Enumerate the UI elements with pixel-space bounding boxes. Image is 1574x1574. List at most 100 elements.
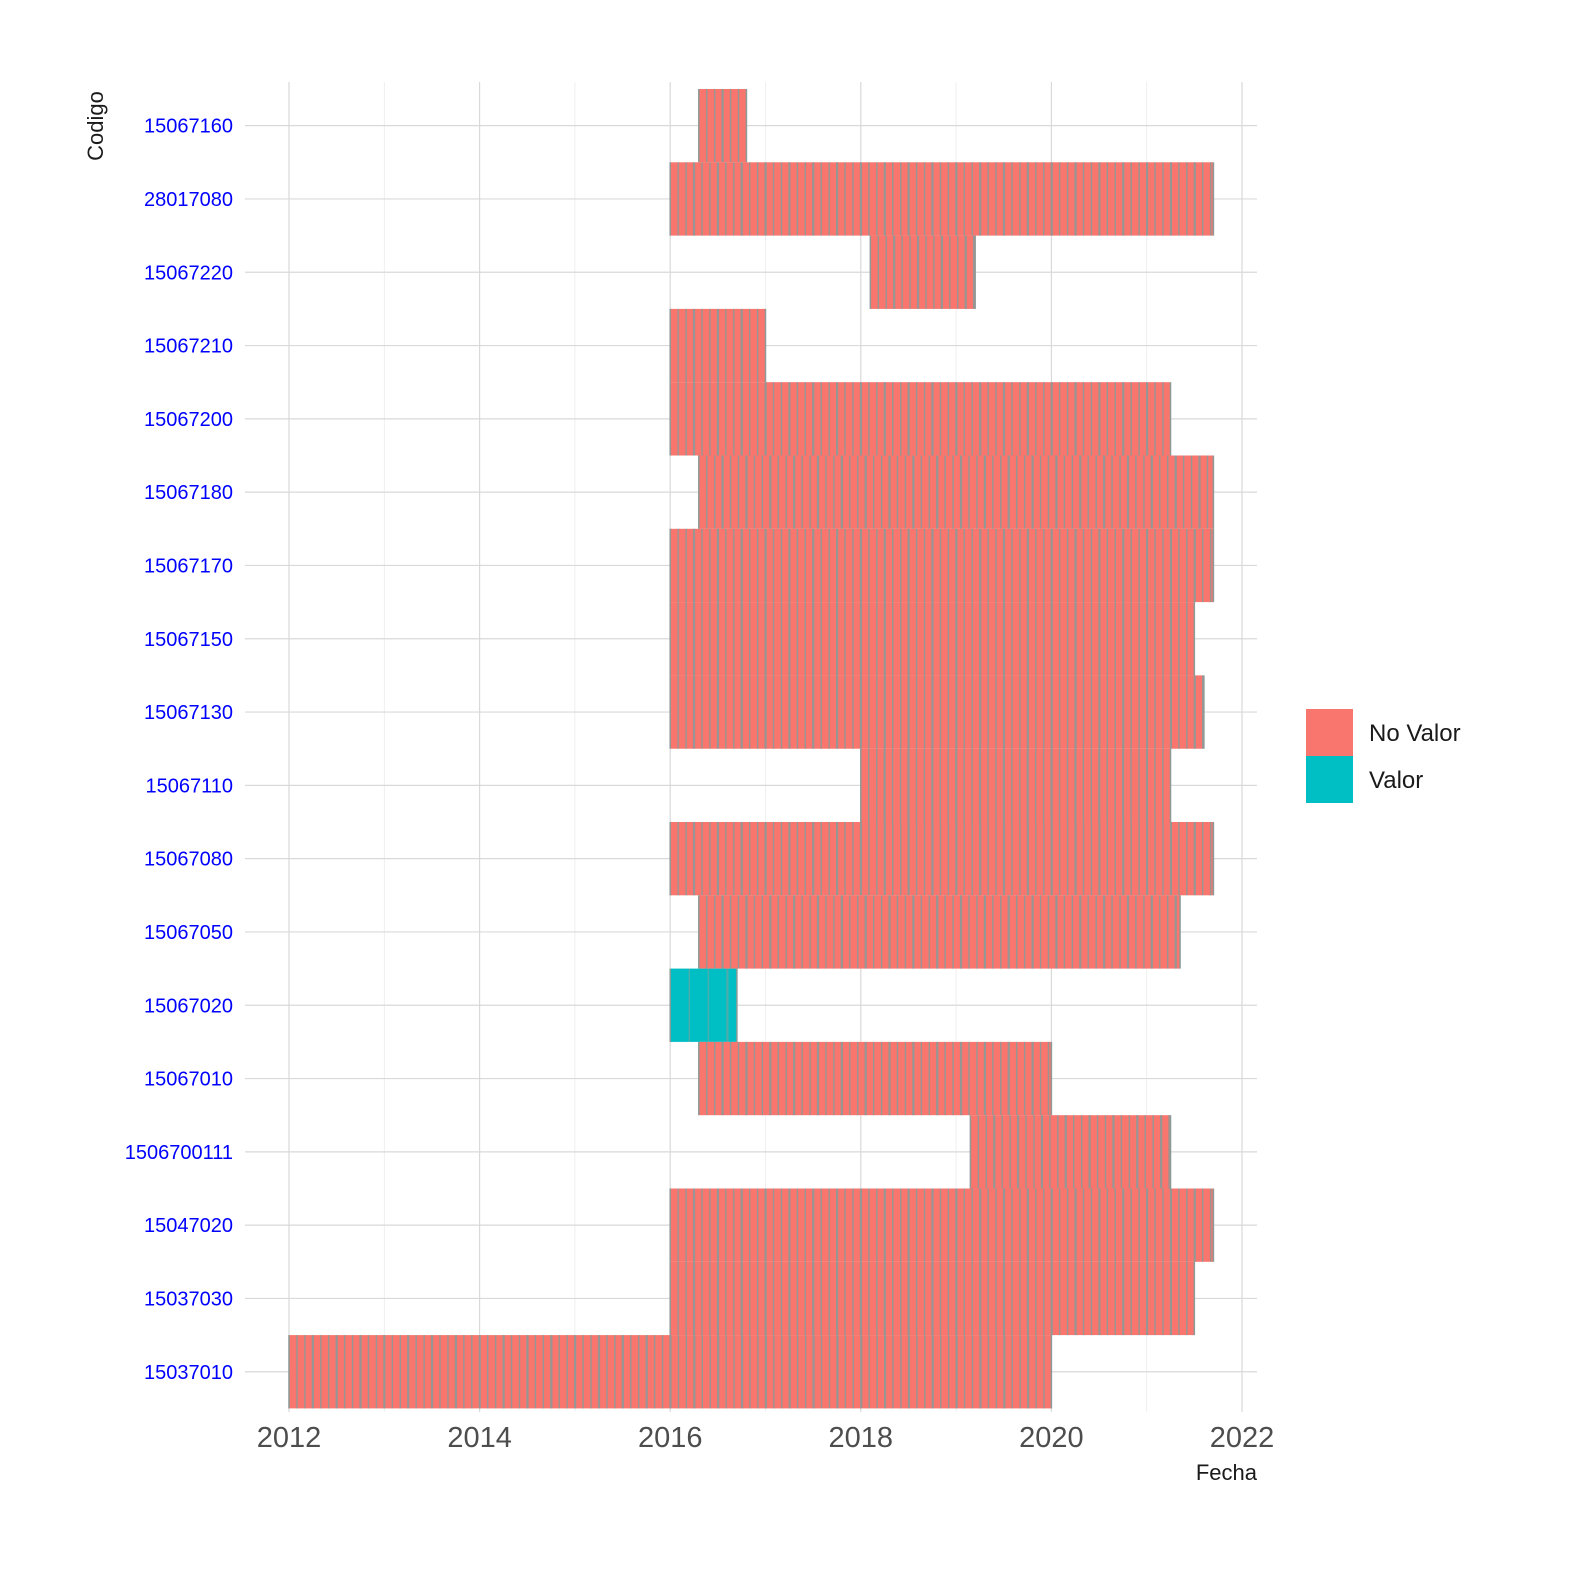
tile-separator bbox=[876, 162, 878, 236]
tile-separator bbox=[777, 1041, 779, 1116]
tile-separator bbox=[907, 1188, 910, 1262]
tile-separator bbox=[1087, 455, 1089, 529]
tile-separator bbox=[995, 602, 997, 676]
tile-separator bbox=[804, 1261, 807, 1336]
tile-edge bbox=[1203, 675, 1205, 749]
tile-separator bbox=[1209, 528, 1212, 603]
tile-separator bbox=[1122, 602, 1125, 676]
y-tick-label: 15067020 bbox=[144, 995, 233, 1017]
tile-separator bbox=[706, 1041, 708, 1116]
tile-separator bbox=[777, 455, 779, 529]
y-tick-label: 15037010 bbox=[144, 1362, 233, 1384]
tile-separator bbox=[740, 382, 743, 456]
tile-separator bbox=[788, 382, 791, 456]
tile-edge bbox=[288, 1335, 290, 1409]
tile-separator bbox=[709, 675, 711, 749]
tile-separator bbox=[713, 89, 716, 163]
tile-separator bbox=[849, 1041, 851, 1116]
legend-label: No Valor bbox=[1369, 720, 1461, 747]
tile-separator bbox=[939, 1261, 942, 1336]
tile-separator bbox=[1159, 455, 1161, 529]
tile-separator bbox=[1064, 1115, 1067, 1189]
tile-separator bbox=[971, 1261, 973, 1336]
tile-separator bbox=[1035, 162, 1037, 236]
tile-separator bbox=[880, 455, 883, 529]
tile-separator bbox=[391, 1335, 394, 1409]
tile-separator bbox=[971, 675, 973, 749]
tile-separator bbox=[947, 382, 950, 456]
tile-separator bbox=[1039, 455, 1042, 529]
tile-separator bbox=[1186, 822, 1188, 896]
tile-separator bbox=[896, 1041, 899, 1116]
tile-separator bbox=[1178, 675, 1180, 749]
tile-separator bbox=[1144, 1115, 1146, 1189]
tile-separator bbox=[992, 1041, 994, 1116]
tile-28017080-no-valor bbox=[670, 162, 1214, 236]
tile-separator bbox=[1090, 822, 1093, 896]
tile-separator bbox=[1002, 675, 1006, 749]
tile-separator bbox=[1026, 822, 1029, 896]
tile-separator bbox=[844, 1188, 846, 1262]
tile-separator bbox=[1106, 822, 1109, 896]
tile-separator bbox=[1114, 1188, 1116, 1262]
tile-separator bbox=[923, 382, 926, 456]
tile-separator bbox=[923, 602, 926, 676]
tile-separator bbox=[430, 1335, 434, 1409]
tile-separator bbox=[1066, 822, 1069, 896]
tile-separator bbox=[979, 602, 982, 676]
tile-separator bbox=[1035, 528, 1037, 603]
tile-separator bbox=[788, 602, 791, 676]
tile-separator bbox=[793, 455, 796, 529]
tile-separator bbox=[725, 1335, 727, 1409]
tile-separator bbox=[756, 528, 759, 603]
tile-separator bbox=[713, 455, 716, 529]
tile-separator bbox=[780, 822, 783, 896]
tile-separator bbox=[909, 235, 911, 309]
tile-separator bbox=[1104, 1115, 1107, 1189]
tile-separator bbox=[706, 895, 708, 969]
tile-separator bbox=[899, 602, 902, 676]
tile-separator bbox=[844, 602, 846, 676]
tile-separator bbox=[1058, 528, 1061, 603]
tile-separator bbox=[924, 1335, 926, 1409]
tile-separator bbox=[995, 1188, 997, 1262]
tile-separator bbox=[716, 1188, 719, 1262]
tile-separator bbox=[1039, 895, 1042, 969]
tile-separator bbox=[1106, 602, 1109, 676]
tile-separator bbox=[1202, 1188, 1204, 1262]
tile-separator bbox=[359, 1335, 362, 1409]
tile-separator bbox=[1106, 162, 1109, 236]
tile-separator bbox=[1145, 822, 1149, 896]
tile-separator bbox=[796, 675, 799, 749]
tile-separator bbox=[844, 382, 846, 456]
tile-separator bbox=[939, 528, 942, 603]
tile-separator bbox=[1027, 1335, 1030, 1409]
tile-separator bbox=[1098, 528, 1101, 603]
tile-separator bbox=[987, 748, 989, 822]
tile-separator bbox=[709, 162, 711, 236]
tile-separator bbox=[1058, 382, 1061, 456]
tile-separator bbox=[725, 675, 727, 749]
tile-separator bbox=[976, 455, 978, 529]
tile-separator bbox=[852, 528, 854, 603]
tile-separator bbox=[923, 1188, 926, 1262]
tile-separator bbox=[859, 162, 863, 236]
tile-separator bbox=[872, 455, 875, 529]
tile-separator bbox=[868, 748, 870, 822]
tile-separator bbox=[916, 1335, 918, 1409]
tile-separator bbox=[1154, 602, 1156, 676]
tile-separator bbox=[740, 1335, 744, 1409]
tile-separator bbox=[955, 1188, 958, 1262]
tile-separator bbox=[971, 528, 973, 603]
tile-separator bbox=[1074, 382, 1077, 456]
tile-separator bbox=[677, 602, 679, 676]
tile-separator bbox=[725, 308, 727, 383]
tile-separator bbox=[1043, 382, 1045, 456]
tile-separator bbox=[955, 1261, 958, 1336]
tile-separator bbox=[1035, 1188, 1037, 1262]
tile-separator bbox=[880, 1041, 883, 1116]
tile-separator bbox=[1011, 528, 1013, 603]
tile-separator bbox=[638, 1335, 640, 1409]
tile-separator bbox=[933, 235, 935, 309]
tile-separator bbox=[907, 528, 910, 603]
